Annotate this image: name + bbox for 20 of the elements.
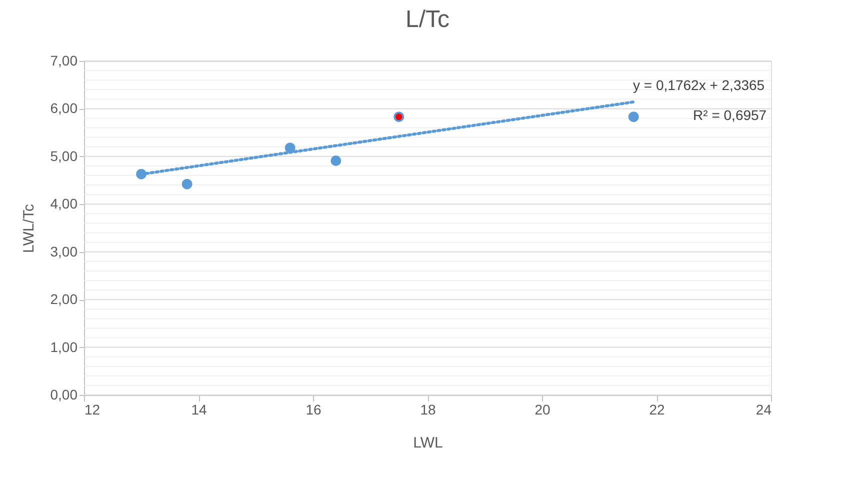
- x-tick-label: 14: [191, 402, 207, 418]
- x-tick-label: 12: [84, 402, 100, 418]
- y-tick-label: 0,00: [50, 386, 78, 402]
- y-tick-label: 5,00: [50, 148, 78, 164]
- x-tick-label: 18: [420, 402, 436, 418]
- y-tick-label: 7,00: [50, 52, 78, 68]
- chart-title: L/Tc: [405, 6, 450, 33]
- y-tick-label: 4,00: [50, 196, 78, 212]
- x-tick-label: 20: [534, 402, 550, 418]
- y-tick-label: 6,00: [50, 100, 78, 116]
- x-axis-title: LWL: [413, 434, 443, 452]
- x-tick-label: 16: [306, 402, 322, 418]
- y-tick-label: 3,00: [50, 243, 78, 260]
- annotation: R² = 0,6957: [693, 106, 767, 123]
- x-tick-label: 22: [649, 402, 665, 418]
- annotation: y = 0,1762x + 2,3365: [633, 76, 765, 93]
- y-axis-title: LWL/Tc: [20, 204, 38, 253]
- y-tick-label: 1,00: [50, 338, 78, 355]
- y-tick-label: 2,00: [50, 291, 78, 308]
- x-tick-label: 24: [756, 402, 772, 418]
